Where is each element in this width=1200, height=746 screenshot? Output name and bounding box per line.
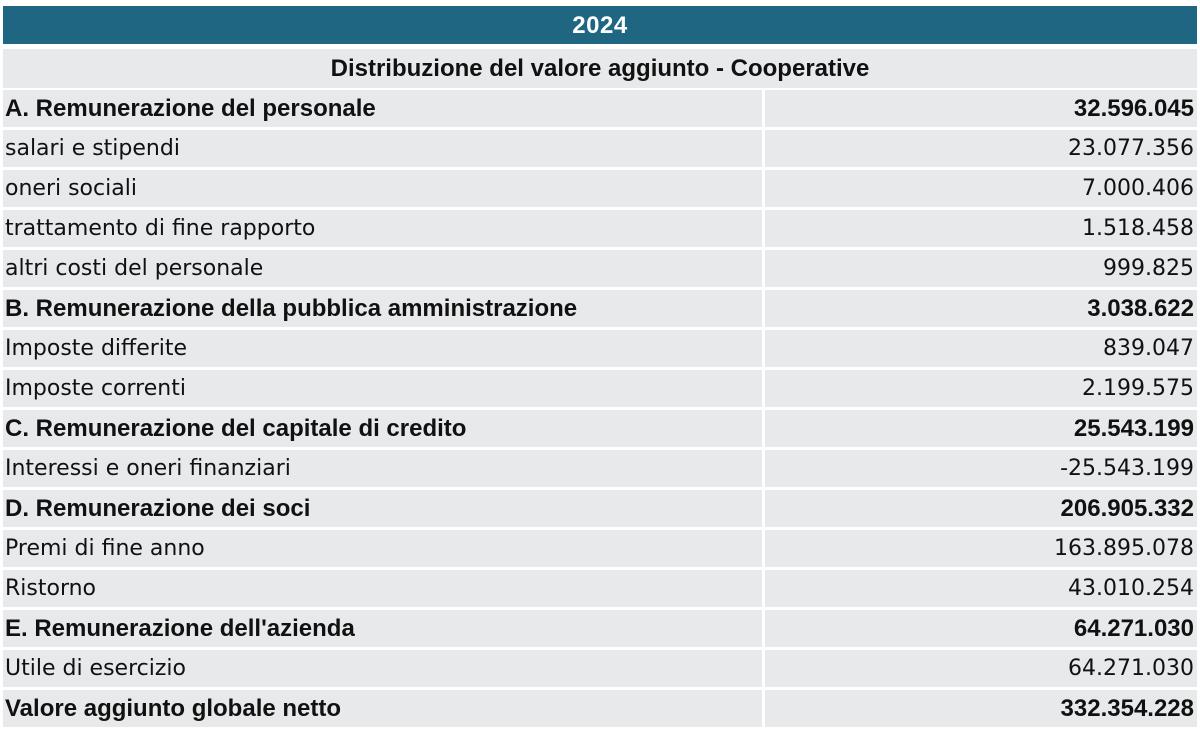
table-row: Imposte correnti 2.199.575 bbox=[3, 368, 1197, 410]
row-value: 32.596.045 bbox=[763, 90, 1197, 130]
table-title: Distribuzione del valore aggiunto - Coop… bbox=[3, 49, 1197, 90]
value-added-table-container: 2024 Distribuzione del valore aggiunto -… bbox=[3, 6, 1197, 730]
row-value: 839.047 bbox=[763, 328, 1197, 370]
value-added-table: A. Remunerazione del personale 32.596.045… bbox=[3, 90, 1197, 730]
row-label: Premi di fine anno bbox=[3, 528, 765, 570]
table-row-section-total: B. Remunerazione della pubblica amminist… bbox=[3, 288, 1197, 330]
table-row: altri costi del personale 999.825 bbox=[3, 248, 1197, 290]
row-label: Utile di esercizio bbox=[3, 648, 765, 690]
table-row: oneri sociali 7.000.406 bbox=[3, 168, 1197, 210]
row-value: 23.077.356 bbox=[763, 128, 1197, 170]
row-value: 332.354.228 bbox=[763, 688, 1197, 730]
table-body: A. Remunerazione del personale 32.596.045… bbox=[3, 90, 1197, 730]
row-value: 1.518.458 bbox=[763, 208, 1197, 250]
row-value: 64.271.030 bbox=[763, 608, 1197, 650]
table-row: salari e stipendi 23.077.356 bbox=[3, 128, 1197, 170]
row-value: -25.543.199 bbox=[763, 448, 1197, 490]
row-label: trattamento di fine rapporto bbox=[3, 208, 765, 250]
row-label: oneri sociali bbox=[3, 168, 765, 210]
table-row: Premi di fine anno 163.895.078 bbox=[3, 528, 1197, 570]
row-label: salari e stipendi bbox=[3, 128, 765, 170]
row-value: 999.825 bbox=[763, 248, 1197, 290]
row-value: 163.895.078 bbox=[763, 528, 1197, 570]
row-label: B. Remunerazione della pubblica amminist… bbox=[3, 288, 765, 330]
table-row: Imposte differite 839.047 bbox=[3, 328, 1197, 370]
row-value: 2.199.575 bbox=[763, 368, 1197, 410]
row-label: Ristorno bbox=[3, 568, 765, 610]
row-label: C. Remunerazione del capitale di credito bbox=[3, 408, 765, 450]
row-label: Imposte correnti bbox=[3, 368, 765, 410]
table-row-section-total: D. Remunerazione dei soci 206.905.332 bbox=[3, 488, 1197, 530]
row-value: 206.905.332 bbox=[763, 488, 1197, 530]
table-row: Ristorno 43.010.254 bbox=[3, 568, 1197, 610]
table-row-section-total: E. Remunerazione dell'azienda 64.271.030 bbox=[3, 608, 1197, 650]
row-value: 64.271.030 bbox=[763, 648, 1197, 690]
table-row: trattamento di fine rapporto 1.518.458 bbox=[3, 208, 1197, 250]
row-value: 43.010.254 bbox=[763, 568, 1197, 610]
row-label: E. Remunerazione dell'azienda bbox=[3, 608, 765, 650]
row-label: Imposte differite bbox=[3, 328, 765, 370]
table-row: Interessi e oneri finanziari -25.543.199 bbox=[3, 448, 1197, 490]
row-label: Interessi e oneri finanziari bbox=[3, 448, 765, 490]
row-label: A. Remunerazione del personale bbox=[3, 90, 765, 130]
row-label: altri costi del personale bbox=[3, 248, 765, 290]
row-value: 25.543.199 bbox=[763, 408, 1197, 450]
table-row-section-total: C. Remunerazione del capitale di credito… bbox=[3, 408, 1197, 450]
row-label: D. Remunerazione dei soci bbox=[3, 488, 765, 530]
row-value: 3.038.622 bbox=[763, 288, 1197, 330]
table-row: Utile di esercizio 64.271.030 bbox=[3, 648, 1197, 690]
year-header: 2024 bbox=[3, 6, 1197, 44]
table-row-section-total: A. Remunerazione del personale 32.596.045 bbox=[3, 90, 1197, 130]
row-value: 7.000.406 bbox=[763, 168, 1197, 210]
table-row-section-total: Valore aggiunto globale netto 332.354.228 bbox=[3, 688, 1197, 730]
row-label: Valore aggiunto globale netto bbox=[3, 688, 765, 730]
